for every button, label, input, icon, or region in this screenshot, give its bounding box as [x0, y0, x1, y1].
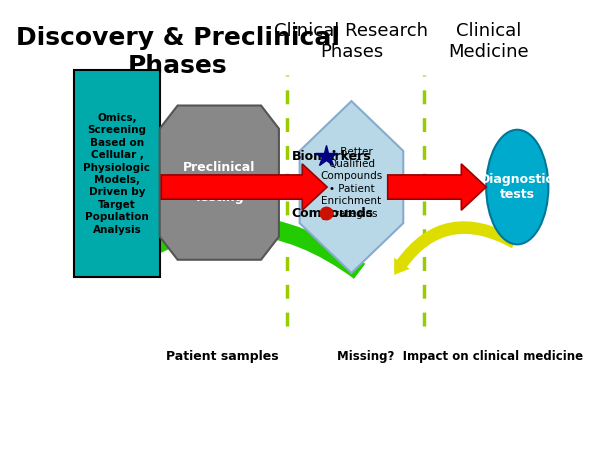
Text: Diagnostic
tests: Diagnostic tests [481, 173, 554, 201]
Text: Patient samples: Patient samples [166, 350, 278, 363]
Ellipse shape [486, 130, 548, 244]
Polygon shape [388, 164, 486, 210]
Text: • Better
Qualified
Compounds
• Patient
Enrichment
Strategies: • Better Qualified Compounds • Patient E… [320, 147, 383, 219]
FancyBboxPatch shape [74, 70, 160, 277]
Text: Discovery & Preclinical
Phases: Discovery & Preclinical Phases [16, 26, 340, 78]
Text: Preclinical
Animal
Testing: Preclinical Animal Testing [183, 161, 256, 204]
Polygon shape [161, 164, 327, 210]
FancyArrowPatch shape [113, 216, 365, 279]
Polygon shape [160, 106, 279, 260]
Text: Missing?  Impact on clinical medicine: Missing? Impact on clinical medicine [337, 350, 583, 363]
Text: Omics,
Screening
Based on
Cellular ,
Physiologic
Models,
Driven by
Target
Popula: Omics, Screening Based on Cellular , Phy… [83, 113, 151, 235]
Text: Biomarkers: Biomarkers [292, 150, 371, 163]
FancyArrowPatch shape [394, 221, 518, 275]
Text: Clinical
Medicine: Clinical Medicine [448, 22, 529, 61]
Polygon shape [299, 101, 403, 273]
Text: Clinical Research
Phases: Clinical Research Phases [274, 22, 428, 61]
Text: Compounds: Compounds [292, 207, 374, 220]
